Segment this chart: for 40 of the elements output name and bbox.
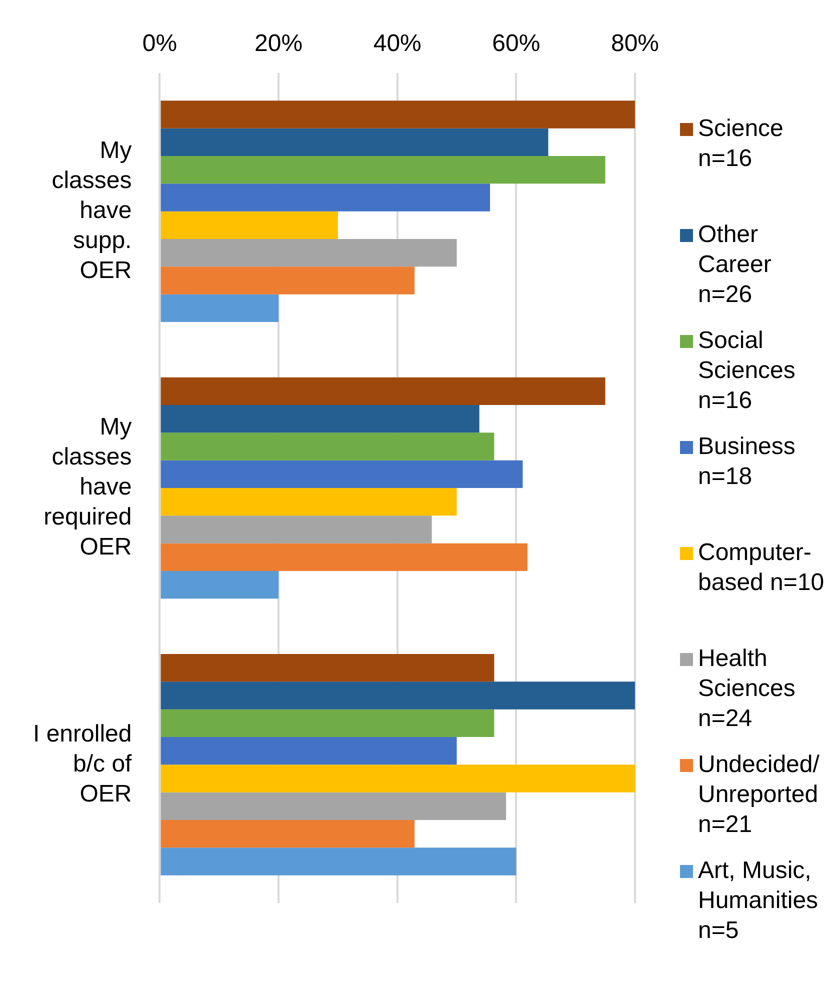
bar (160, 432, 494, 460)
bar (160, 128, 548, 156)
bar (160, 377, 606, 405)
bar (160, 211, 338, 239)
legend-label: Undecided/Unreported n=21 (698, 750, 820, 840)
bar (160, 654, 494, 682)
bar (160, 488, 457, 516)
legend-label: Art, Music, Humanities n=5 (698, 856, 820, 946)
bar (160, 266, 415, 294)
x-tick-label: 20% (254, 30, 303, 58)
bar (160, 682, 635, 710)
legend-label: Health Sciences n=24 (698, 644, 796, 734)
bar (160, 184, 490, 212)
bar (160, 516, 432, 544)
bar (160, 709, 494, 737)
y-tick-label: My classes have required OER (44, 414, 132, 561)
legend-label: Business n=18 (698, 432, 796, 492)
bar (160, 100, 635, 128)
bar (160, 848, 516, 876)
x-tick-label: 80% (610, 30, 660, 58)
bar (160, 764, 635, 792)
bar (160, 543, 528, 571)
x-tick-label: 0% (142, 30, 178, 58)
bar (160, 737, 457, 765)
y-tick-label: I enrolled b/c of OER (32, 720, 132, 808)
x-tick-label: 40% (373, 30, 422, 58)
bar (160, 405, 480, 433)
x-tick-label: 60% (492, 30, 540, 58)
bar (160, 239, 457, 267)
legend-label: Other Career n=26 (698, 220, 772, 310)
bar (160, 820, 415, 848)
legend-label: Science n=16 (698, 114, 784, 174)
y-tick-label: My classes have supp. OER (52, 136, 132, 284)
legend-label: Social Sciences n=16 (698, 326, 796, 416)
bar (160, 156, 606, 184)
bar (160, 571, 279, 599)
bar (160, 460, 523, 488)
bar (160, 294, 279, 322)
bar (160, 792, 506, 820)
legend-label: Computer-based n=10 (698, 538, 826, 598)
